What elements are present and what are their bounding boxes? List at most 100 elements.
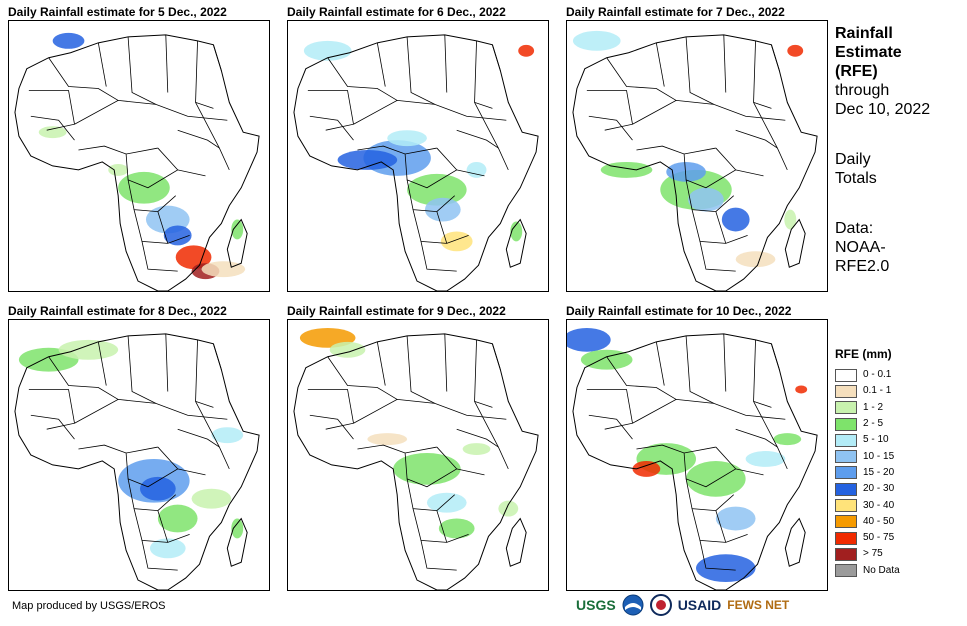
fews-net-logo: FEWS NET [727, 598, 790, 612]
country-border [406, 179, 455, 212]
partner-logos: USGS USAID FEWS NET [576, 594, 789, 616]
legend-swatch [835, 499, 857, 513]
country-border [157, 446, 178, 470]
legend-title: RFE (mm) [835, 347, 892, 361]
rainfall-area [466, 161, 487, 178]
map-panel-10-dec: Daily Rainfall estimate for 10 Dec., 202… [566, 304, 828, 591]
rainfall-area [424, 197, 461, 222]
country-border [28, 389, 75, 430]
legend-label: 0.1 - 1 [863, 385, 892, 397]
country-border [125, 153, 206, 189]
madagascar-coastline [784, 517, 806, 567]
rainfall-area [784, 209, 797, 230]
country-border [588, 115, 633, 141]
country-border [723, 333, 727, 392]
legend-item: 2 - 5 [835, 416, 955, 432]
rainfall-area [108, 163, 129, 176]
sidebar-title-line: Rainfall [835, 25, 893, 42]
madagascar-coastline [505, 218, 527, 268]
country-border [699, 540, 736, 571]
africa-coastline [572, 34, 818, 291]
africa-coastline [572, 333, 818, 590]
rainfall-area [407, 173, 467, 206]
madagascar-landmass [785, 219, 806, 268]
country-border [586, 90, 633, 131]
legend-item: No Data [835, 563, 955, 579]
country-border [606, 356, 677, 400]
country-border [406, 478, 455, 511]
country-border [307, 90, 354, 131]
rainfall-area [632, 460, 661, 477]
legend-item: 50 - 75 [835, 530, 955, 546]
country-border [165, 333, 169, 392]
legend-swatch [835, 401, 857, 415]
country-border [177, 129, 220, 149]
map-panel-9-dec: Daily Rainfall estimate for 9 Dec., 2022 [287, 304, 549, 591]
africa-map [293, 34, 539, 291]
legend-swatch [835, 417, 857, 431]
legend-swatch [835, 433, 857, 447]
legend-label: 50 - 75 [863, 532, 895, 544]
totals-label: Totals [835, 170, 877, 187]
country-border [48, 356, 119, 400]
rainfall-area [149, 538, 186, 559]
country-border [74, 399, 228, 424]
country-border [406, 335, 436, 404]
country-border [30, 414, 75, 440]
usaid-seal-icon [649, 594, 672, 616]
rainfall-area [303, 40, 352, 61]
africa-map [572, 30, 818, 291]
rainfall-area [715, 506, 756, 531]
country-border [655, 42, 665, 87]
map-credit: Map produced by USGS/EROS [12, 600, 166, 612]
rainfall-area [231, 518, 244, 539]
country-border [327, 356, 398, 400]
rainfall-area [211, 427, 244, 444]
country-border [30, 115, 75, 141]
country-border [715, 510, 727, 543]
legend-swatch [835, 564, 857, 578]
country-border [436, 446, 457, 470]
data-source-label: NOAA- [835, 239, 886, 256]
legend-label: > 75 [863, 548, 883, 560]
rainfall-area [688, 187, 724, 212]
country-border [444, 34, 448, 93]
rainfall-map [566, 20, 828, 292]
country-border [78, 444, 158, 454]
rainfall-area [745, 451, 786, 467]
rainfall-area [498, 500, 519, 517]
map-panel-5-dec: Daily Rainfall estimate for 5 Dec., 2022 [8, 5, 270, 292]
country-border [436, 147, 457, 171]
legend-item: 15 - 20 [835, 465, 955, 481]
africa-map [14, 32, 260, 291]
map-panel-6-dec: Daily Rainfall estimate for 6 Dec., 2022 [287, 5, 549, 292]
country-border [685, 335, 715, 404]
legend-swatch [835, 531, 857, 545]
panel-title: Daily Rainfall estimate for 9 Dec., 2022 [287, 304, 506, 318]
legend-label: 1 - 2 [863, 401, 884, 413]
country-border [456, 129, 499, 149]
legend-label: 30 - 40 [863, 499, 895, 511]
country-border [436, 211, 448, 244]
sidebar-title-line: Estimate [835, 44, 902, 61]
country-border [141, 241, 178, 272]
country-border [165, 34, 169, 93]
rainfall-area [191, 488, 232, 509]
rainfall-area [426, 492, 467, 513]
rainfall-area [393, 453, 461, 485]
country-border [406, 36, 436, 105]
panel-title: Daily Rainfall estimate for 10 Dec., 202… [566, 304, 792, 318]
through-date: Dec 10, 2022 [835, 101, 931, 118]
data-source-label: Data: [835, 220, 874, 237]
legend-label: No Data [863, 564, 900, 576]
africa-landmass [572, 34, 818, 291]
madagascar-coastline [226, 517, 248, 567]
madagascar-coastline [226, 218, 248, 268]
rainfall-area [600, 161, 653, 178]
country-border [723, 34, 727, 93]
country-border [632, 399, 786, 424]
country-border [735, 428, 778, 448]
country-border [127, 36, 157, 105]
country-border [376, 341, 386, 386]
country-border [474, 401, 509, 470]
